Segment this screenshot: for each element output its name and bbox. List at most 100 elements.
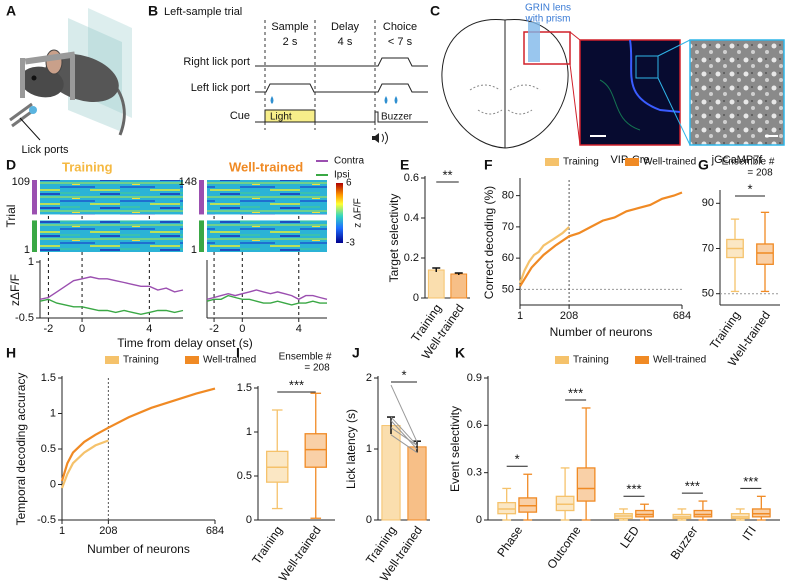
legend-label: Ipsi xyxy=(334,170,350,181)
panel-label: K xyxy=(455,345,465,361)
annotation: = 208 xyxy=(304,363,330,374)
trial-diagram: Left-sample trial Sample 2 s Delay 4 s C… xyxy=(164,6,428,145)
y-axis-label: Correct decoding (%) xyxy=(482,186,496,299)
x-tick-label: Outcome xyxy=(544,523,584,571)
significance-label: ** xyxy=(442,167,452,182)
legend-label: Training xyxy=(573,355,609,366)
box xyxy=(693,509,713,518)
significance-label: *** xyxy=(289,377,304,392)
panel-label: A xyxy=(6,3,16,19)
box xyxy=(518,497,538,513)
panel-label: D xyxy=(6,157,16,173)
x-tick-label: Buzzer xyxy=(668,524,701,563)
colorbar-tick-label: -3 xyxy=(346,238,355,249)
colorbar-label: z ΔF/F xyxy=(353,198,364,227)
x-tick-label: 0 xyxy=(79,323,85,335)
legend-marker xyxy=(635,356,649,364)
y-axis-label: Temporal decoding accuracy xyxy=(14,373,28,526)
panel-label: F xyxy=(484,157,493,173)
y-tick-label: 50 xyxy=(702,288,714,300)
legend-marker xyxy=(625,158,639,166)
x-tick-label: LED xyxy=(617,523,642,550)
legend-label: Well-trained xyxy=(203,355,256,366)
y-tick-label: 0.2 xyxy=(404,252,419,264)
box xyxy=(756,243,774,265)
x-tick-label: -2 xyxy=(209,323,219,335)
x-tick-label: 1 xyxy=(59,525,65,537)
significance-label: * xyxy=(515,452,520,467)
y-tick-label: 2 xyxy=(366,372,372,384)
heatmap xyxy=(207,180,327,215)
heatmap xyxy=(207,220,327,252)
trial-tick-label: 148 xyxy=(179,176,197,188)
significance-label: * xyxy=(747,181,752,196)
box xyxy=(635,509,654,518)
legend-marker xyxy=(105,356,119,364)
y-tick-label: 1 xyxy=(28,256,34,268)
individual-line xyxy=(390,434,418,453)
y-axis-label: Lick latency (s) xyxy=(344,409,358,489)
group-bar xyxy=(32,180,37,215)
data-line xyxy=(206,294,327,306)
x-tick-label: -2 xyxy=(44,323,54,335)
epoch-duration: < 7 s xyxy=(388,36,413,48)
significance-label: *** xyxy=(685,479,700,494)
y-tick-label: 1 xyxy=(366,443,372,455)
y-tick-label: 0.5 xyxy=(41,443,56,455)
x-tick-label: 684 xyxy=(673,310,691,322)
legend-label: Well-trained xyxy=(653,355,706,366)
individual-line xyxy=(390,420,418,450)
data-line xyxy=(518,226,570,284)
panel-label: C xyxy=(430,3,440,19)
epoch-name: Choice xyxy=(383,21,417,33)
data-line xyxy=(39,298,184,316)
bar xyxy=(407,446,427,521)
annotation: Ensemble # xyxy=(722,157,775,168)
imaging-diagram: GRIN lens with prism VIP-Cre jGCaMP7f xyxy=(441,3,785,166)
annotation: = 208 xyxy=(747,168,773,179)
y-tick-label: -0.5 xyxy=(15,312,34,324)
legend-label: Training xyxy=(563,157,599,168)
group-bar xyxy=(199,220,204,252)
y-tick-label: 60 xyxy=(502,252,514,264)
legend-label: Well-trained xyxy=(643,157,696,168)
legend-marker xyxy=(185,356,199,364)
row-label: Right lick port xyxy=(183,56,250,68)
y-tick-label: 1.5 xyxy=(41,372,56,384)
y-tick-label: 0.6 xyxy=(467,419,482,431)
heatmap-y-label: Trial xyxy=(4,205,18,228)
data-line xyxy=(60,439,109,489)
diagram-title: Left-sample trial xyxy=(164,6,242,18)
row-label: Cue xyxy=(230,110,250,122)
mouse-diagram: Lick ports xyxy=(9,8,132,156)
y-tick-label: 0 xyxy=(366,514,372,526)
legend-marker xyxy=(555,356,569,364)
legend-label: Contra xyxy=(334,156,364,167)
box xyxy=(497,501,517,515)
box xyxy=(576,467,596,502)
individual-line xyxy=(390,427,418,446)
x-axis-label: Number of neurons xyxy=(550,325,653,339)
x-tick-label: 1 xyxy=(517,310,523,322)
box xyxy=(304,433,327,468)
x-tick-label: ITI xyxy=(739,524,758,543)
box xyxy=(555,495,575,512)
significance-label: *** xyxy=(626,482,641,497)
significance-label: *** xyxy=(743,474,758,489)
y-tick-label: 0.6 xyxy=(404,172,419,184)
y-tick-label: 1.5 xyxy=(237,382,252,394)
data-line xyxy=(206,289,328,301)
y-tick-label: 0.4 xyxy=(404,212,419,224)
colorbar xyxy=(336,183,343,243)
individual-line xyxy=(390,384,418,443)
individual-line xyxy=(390,416,418,446)
x-axis-label: Time from delay onset (s) xyxy=(117,336,253,350)
y-tick-label: -0.5 xyxy=(37,514,56,526)
cue-label: Buzzer xyxy=(381,112,413,123)
bar xyxy=(450,273,468,299)
data-line xyxy=(519,191,683,287)
y-tick-label: 0 xyxy=(246,514,252,526)
panel-label: J xyxy=(352,345,360,361)
panel-label: I xyxy=(236,345,240,361)
y-tick-label: 0.9 xyxy=(467,372,482,384)
